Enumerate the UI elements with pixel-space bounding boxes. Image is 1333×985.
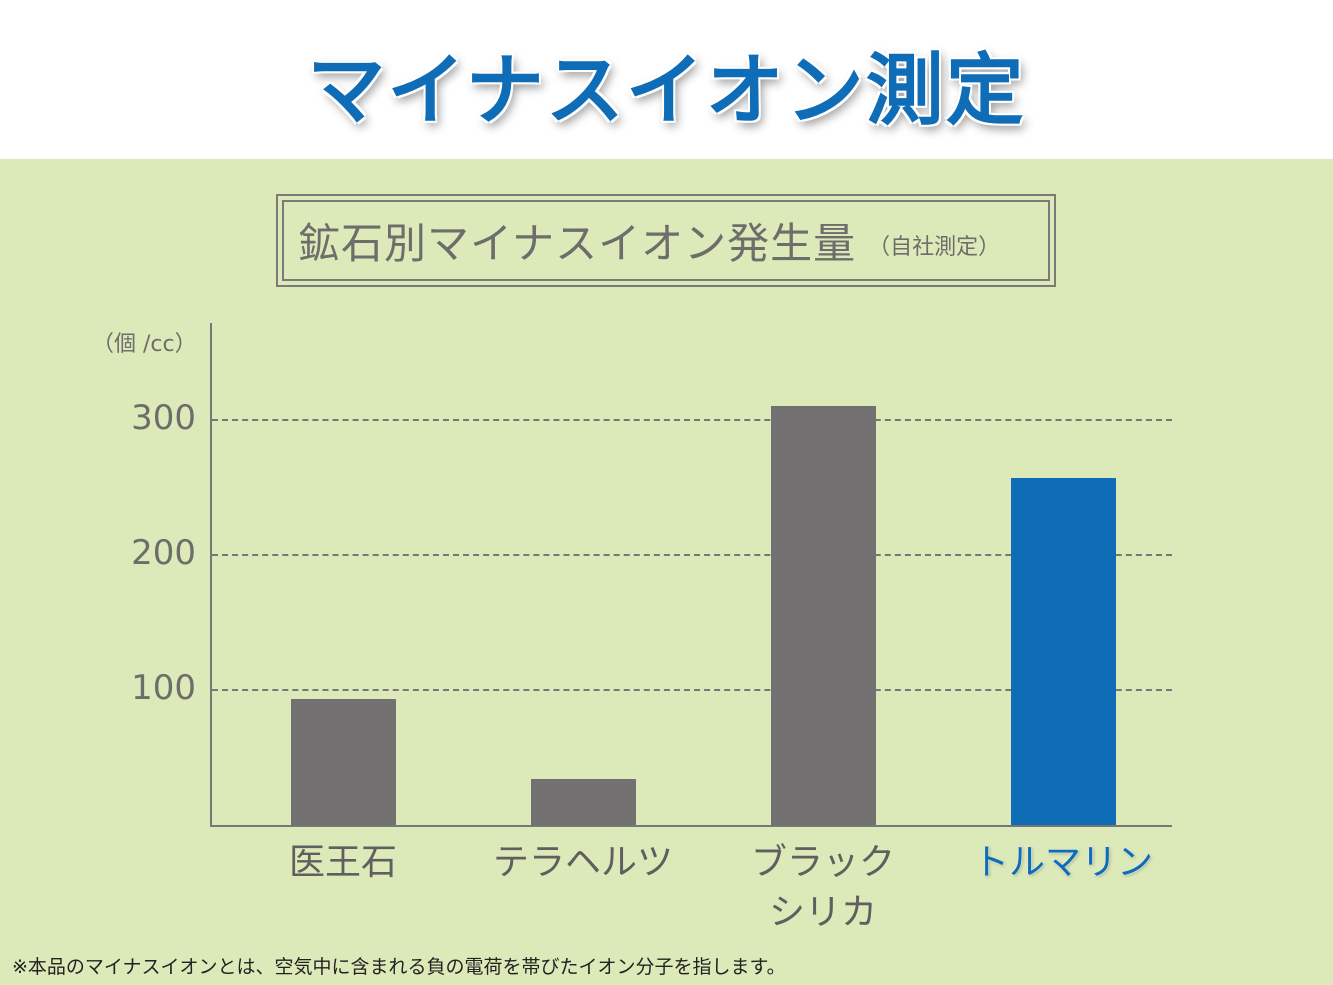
page-title: マイナスイオン測定	[307, 46, 1026, 136]
footnote: ※本品のマイナスイオンとは、空気中に含まれる負の電荷を帯びたイオン分子を指します…	[12, 956, 786, 978]
gridline-100	[212, 689, 1172, 691]
header: マイナスイオン測定	[0, 0, 1333, 159]
x-label-1: テラヘルツ	[492, 842, 673, 883]
bar-3	[1011, 478, 1116, 826]
chart-title-box: 鉱石別マイナスイオン発生量 （自社測定）	[276, 194, 1056, 287]
x-label-0: 医王石	[288, 842, 397, 883]
y-tick-300: 300	[131, 398, 196, 438]
y-tick-100: 100	[131, 668, 196, 708]
x-label-2: ブラック シリカ	[750, 842, 895, 933]
y-axis-unit: （個 /cc）	[92, 332, 197, 357]
x-label-3: トルマリン	[972, 842, 1153, 883]
gridline-200	[212, 554, 1172, 556]
gridline-300	[212, 419, 1172, 421]
bar-0	[291, 699, 396, 826]
y-axis	[210, 323, 212, 827]
chart-subtitle: （自社測定）	[868, 234, 1001, 260]
bar-1	[531, 779, 636, 826]
bar-2	[771, 406, 876, 826]
chart-title: 鉱石別マイナスイオン発生量	[298, 219, 857, 268]
x-axis	[210, 825, 1172, 827]
y-tick-200: 200	[131, 533, 196, 573]
